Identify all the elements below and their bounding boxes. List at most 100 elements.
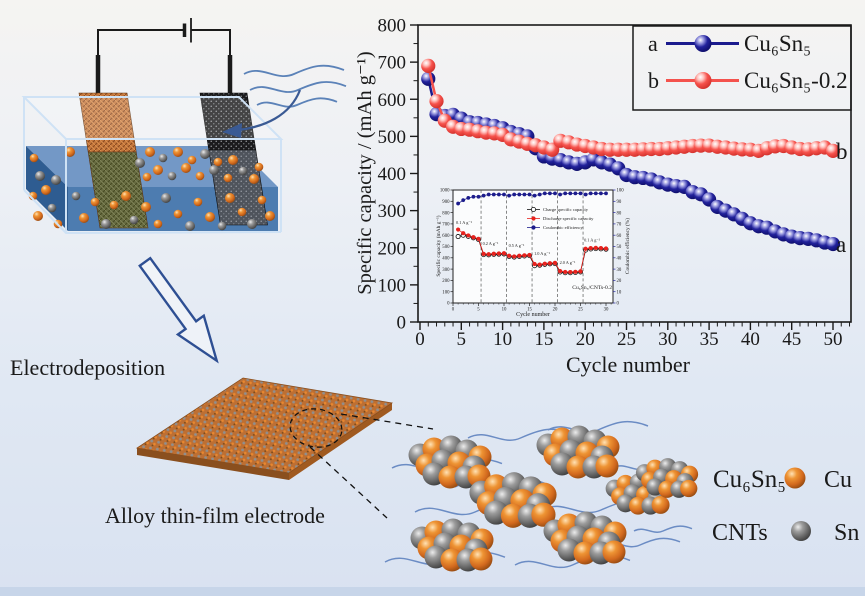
x-tick-label: 30: [658, 329, 677, 350]
inset-data-point: [532, 261, 537, 267]
inset-data-point: [466, 196, 471, 200]
inset-yl-tick-label: 1000: [440, 189, 450, 194]
curve-end-letter-a: a: [836, 232, 846, 257]
y-tick-label: 500: [378, 127, 407, 148]
sn-ion: [35, 171, 45, 181]
inset-yl-tick-label: 600: [442, 234, 450, 239]
inset-data-point: [588, 191, 593, 196]
particle-legend: Cu₆Sn₅ Cu CNTs Sn: [712, 466, 859, 546]
cu-ion: [249, 174, 259, 184]
inset-data-point: [558, 269, 563, 274]
cnt-squiggle: [467, 428, 574, 441]
inset-data-point: [486, 252, 491, 257]
inset-data-point: [512, 192, 517, 197]
inset-yl-tick-label: 400: [442, 257, 450, 262]
sn-label: Sn: [834, 520, 859, 546]
inset-data-point: [486, 192, 491, 197]
inset-data-point: [548, 191, 552, 196]
inset-data-point: [547, 261, 553, 266]
sn-ion: [129, 215, 139, 225]
inset-data-point: [522, 192, 527, 197]
inset-data-point: [599, 191, 603, 196]
data-point-b: [545, 142, 560, 157]
inset-right-axis-title: Coulombic efficiency (%): [624, 218, 631, 274]
main-legend: a Cu₆Sn₅ b Cu₆Sn₅-0.2: [632, 25, 852, 111]
inset-x-tick-label: 25: [578, 308, 583, 313]
sn-ion: [135, 158, 145, 168]
inset-data-point: [578, 269, 583, 274]
cu-nanoparticle: [680, 479, 698, 498]
inset-x-tick-label: 10: [502, 308, 507, 313]
film-edge-left: [137, 448, 289, 480]
rate-annotation: 0.1 A g⁻¹: [456, 220, 473, 225]
cu-nanoparticle: [469, 547, 493, 571]
cu-nanoparticle: [438, 465, 462, 489]
cu-ion: [213, 157, 223, 167]
inset-series-line: [457, 229, 607, 273]
cu-nanoparticle: [573, 541, 597, 565]
magnify-dashed-line-upper: [340, 413, 434, 430]
cu-ion: [153, 219, 163, 229]
inset-data-point: [563, 191, 568, 196]
inset-data-point: [507, 193, 511, 198]
data-point-b: [825, 143, 841, 158]
inset-data-point: [481, 193, 486, 198]
legend-label-a: Cu₆Sn₅: [744, 31, 811, 56]
inset-data-point: [456, 227, 461, 232]
inset-data-point: [598, 245, 604, 251]
cu-ion: [173, 209, 183, 219]
inset-data-point: [568, 191, 573, 196]
inset-data-point: [476, 236, 481, 241]
inset-data-point: [588, 245, 593, 251]
cu-ion: [237, 207, 247, 217]
sn-ion: [161, 193, 171, 203]
inset-yr-tick-label: 20: [617, 279, 622, 284]
cu-sphere-icon: [784, 467, 806, 489]
inset-yr-tick-label: 40: [617, 257, 622, 262]
inset-data-point: [502, 192, 506, 197]
inset-data-point: [455, 234, 461, 240]
cu-ion: [225, 193, 235, 203]
cnt-arrowhead: [222, 123, 242, 138]
cnt-squiggles: [243, 64, 347, 108]
cu-ion: [173, 147, 183, 157]
inset-yr-tick-label: 10: [617, 290, 622, 295]
inset-data-point: [542, 191, 547, 196]
inset-data-point: [583, 192, 588, 197]
inset-data-point: [466, 233, 471, 238]
sn-ion: [209, 165, 219, 175]
y-tick-label: 800: [378, 16, 407, 37]
main-series: ab: [421, 58, 848, 257]
inset-legend-marker: [531, 206, 537, 212]
cu-ion: [254, 162, 264, 172]
y-tick-label: 0: [397, 313, 407, 334]
inset-yl-tick-label: 0: [447, 302, 450, 307]
inset-data-point: [507, 253, 512, 258]
inset-data-point: [573, 269, 578, 274]
sn-ion: [101, 219, 111, 229]
magnify-dashed-circle: [289, 408, 343, 448]
inset-data-point: [496, 251, 501, 256]
x-tick-label: 10: [493, 329, 512, 350]
inset-data-point: [583, 246, 588, 251]
rate-annotation: 0.5 A g⁻¹: [509, 243, 526, 248]
inset-data-point: [604, 191, 608, 196]
inset-data-point: [491, 251, 496, 256]
inset-data-point: [512, 254, 517, 259]
y-tick-label: 100: [378, 275, 407, 296]
sn-ion: [167, 171, 177, 181]
inset-data-point: [456, 201, 460, 206]
inset-x-tick-label: 20: [553, 308, 558, 313]
film-edge-right: [289, 403, 392, 480]
inset-data-point: [593, 191, 598, 196]
inset-data-point: [603, 246, 609, 251]
cu-ion: [257, 195, 267, 205]
inset-data-point: [552, 260, 558, 265]
battery-icon: [182, 18, 192, 43]
cu-ion: [141, 202, 151, 212]
x-tick-label: 45: [782, 329, 801, 350]
nanoparticle-clusters: [384, 420, 699, 572]
inset-yr-tick-label: 100: [617, 189, 625, 194]
x-tick-label: 15: [534, 329, 553, 350]
cnt-squiggle: [633, 525, 693, 533]
